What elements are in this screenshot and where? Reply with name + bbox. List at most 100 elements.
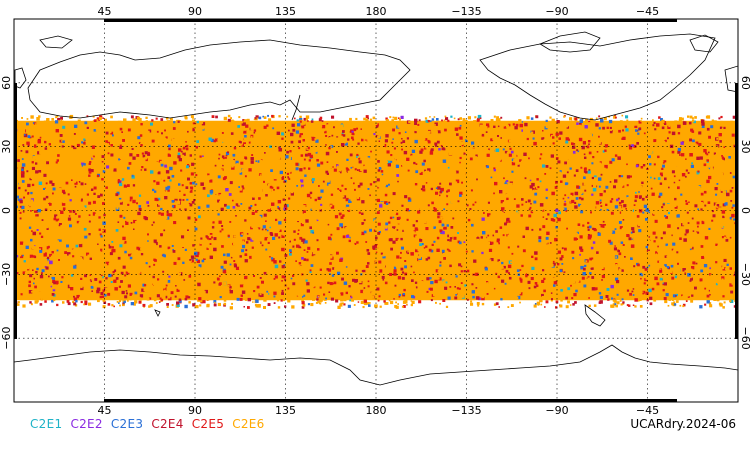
occultation-point <box>676 214 680 218</box>
occultation-point <box>232 272 235 275</box>
occultation-point <box>511 162 516 166</box>
occultation-point <box>607 182 610 185</box>
occultation-point <box>366 257 370 261</box>
occultation-point <box>664 122 667 125</box>
occultation-point <box>304 198 308 202</box>
occultation-point <box>181 240 184 244</box>
occultation-point <box>453 236 457 240</box>
occultation-point <box>586 181 589 184</box>
occultation-point <box>264 286 267 289</box>
occultation-point <box>449 295 452 297</box>
occultation-point <box>69 284 73 288</box>
occultation-point <box>703 195 707 199</box>
occultation-point <box>571 229 574 233</box>
occultation-point <box>467 260 471 264</box>
occultation-point <box>519 176 523 180</box>
occultation-point <box>511 281 514 284</box>
occultation-point <box>98 216 101 219</box>
occultation-point <box>200 182 204 186</box>
occultation-point <box>404 168 408 172</box>
occultation-point <box>517 291 521 295</box>
occultation-point <box>729 236 732 239</box>
occultation-point <box>178 167 182 170</box>
occultation-point <box>48 248 51 250</box>
occultation-point <box>53 124 56 127</box>
occultation-point <box>423 219 427 224</box>
occultation-point <box>190 149 194 153</box>
occultation-point <box>466 243 468 246</box>
occultation-point <box>425 119 429 123</box>
occultation-point <box>135 147 139 151</box>
occultation-point <box>305 118 308 121</box>
occultation-point <box>285 204 289 208</box>
occultation-point <box>546 265 549 268</box>
occultation-point <box>546 242 548 244</box>
occultation-point <box>528 208 531 211</box>
occultation-point <box>642 186 645 188</box>
occultation-point <box>138 259 142 263</box>
occultation-point <box>264 276 267 279</box>
occultation-point <box>576 250 578 253</box>
occultation-point <box>27 132 31 135</box>
occultation-point <box>530 203 532 205</box>
occultation-point <box>285 286 289 290</box>
occultation-point <box>58 227 61 230</box>
occultation-point <box>384 139 388 143</box>
occultation-point <box>659 192 663 196</box>
occultation-point <box>598 225 601 228</box>
occultation-point <box>39 303 43 306</box>
occultation-point <box>424 138 428 141</box>
occultation-point <box>297 233 300 235</box>
occultation-point <box>729 172 732 174</box>
occultation-point <box>158 200 161 202</box>
occultation-point <box>431 294 435 297</box>
occultation-point <box>447 192 450 196</box>
occultation-point <box>414 281 418 284</box>
occultation-point <box>306 251 309 253</box>
occultation-point <box>410 300 413 302</box>
occultation-point <box>28 261 32 265</box>
occultation-point <box>102 230 104 232</box>
occultation-point <box>80 300 83 304</box>
occultation-point <box>24 287 27 290</box>
occultation-point <box>201 122 206 126</box>
occultation-point <box>248 141 251 144</box>
occultation-point <box>611 261 615 265</box>
occultation-point <box>519 278 523 282</box>
occultation-point <box>578 203 582 207</box>
occultation-point <box>67 302 71 306</box>
occultation-point <box>351 298 354 302</box>
occultation-point <box>93 292 96 294</box>
occultation-point <box>566 269 569 272</box>
occultation-point <box>444 128 447 132</box>
occultation-point <box>202 279 206 283</box>
occultation-point <box>67 181 71 185</box>
occultation-point <box>119 144 122 147</box>
occultation-point <box>184 248 187 251</box>
occultation-point <box>149 169 152 171</box>
occultation-point <box>491 186 495 189</box>
occultation-point <box>335 133 339 137</box>
occultation-point <box>137 136 141 140</box>
occultation-point <box>442 159 447 163</box>
occultation-point <box>378 140 381 142</box>
occultation-point <box>267 199 270 201</box>
occultation-point <box>287 259 289 262</box>
occultation-point <box>670 199 674 203</box>
occultation-point <box>576 122 579 125</box>
occultation-point <box>77 127 81 132</box>
occultation-point <box>657 131 661 135</box>
occultation-point <box>732 204 735 207</box>
occultation-point <box>676 251 679 254</box>
occultation-point <box>504 211 508 216</box>
occultation-point <box>583 141 586 144</box>
occultation-point <box>463 156 466 159</box>
occultation-point <box>39 248 41 251</box>
occultation-point <box>594 287 598 291</box>
occultation-point <box>277 157 281 160</box>
occultation-point <box>353 123 356 126</box>
occultation-point <box>130 302 134 306</box>
occultation-point <box>646 299 649 302</box>
occultation-point <box>133 214 137 217</box>
occultation-point <box>612 239 616 244</box>
